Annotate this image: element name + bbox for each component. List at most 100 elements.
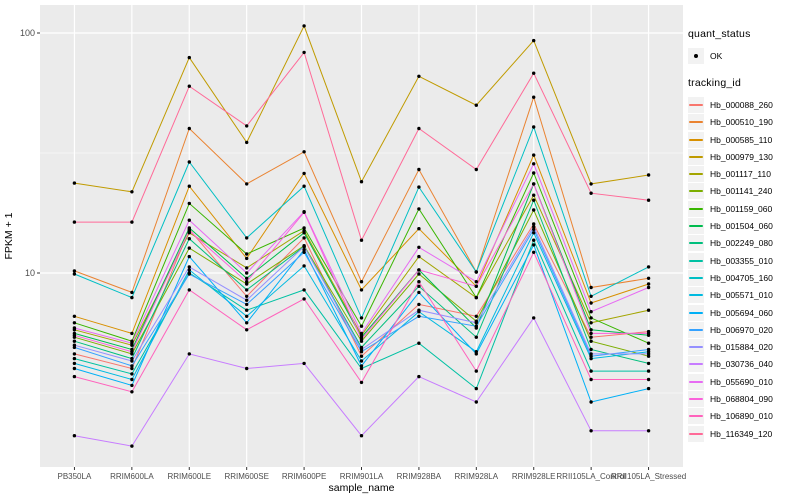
data-point (474, 335, 478, 339)
legend-item-label: Hb_000585_110 (710, 134, 773, 145)
data-point (302, 24, 306, 28)
legend-item: Hb_068804_090 (688, 390, 800, 407)
data-point (589, 285, 593, 290)
data-point (589, 182, 593, 186)
data-point (589, 429, 593, 433)
data-point (646, 377, 651, 382)
data-point (417, 167, 421, 172)
data-point (245, 124, 249, 128)
legend-key-line-icon (689, 432, 703, 435)
legend-key (688, 218, 704, 235)
data-point (474, 295, 478, 300)
data-point (532, 153, 536, 157)
data-point (130, 364, 134, 368)
data-point (245, 308, 249, 312)
y-tick-label: 10 (25, 268, 35, 278)
legend-item: Hb_000510_190 (688, 114, 800, 131)
data-point (532, 182, 536, 186)
legend-item: Hb_030736_040 (688, 356, 800, 373)
data-point (245, 366, 249, 371)
data-point (359, 331, 364, 336)
data-point (187, 265, 191, 269)
legend-item: Hb_005571_010 (688, 287, 800, 304)
legend-item: Hb_116349_120 (688, 425, 800, 442)
data-point (359, 238, 364, 242)
data-point (302, 297, 306, 301)
data-point (359, 366, 364, 371)
data-point (532, 243, 536, 247)
legend-key (688, 321, 704, 338)
data-point (302, 236, 306, 240)
data-point (646, 361, 651, 366)
data-point (589, 321, 593, 325)
data-point (532, 38, 536, 43)
data-point (302, 361, 306, 366)
legend-item-label: Hb_001117_110 (710, 169, 771, 180)
data-point (589, 191, 593, 195)
legend-item: Hb_000979_130 (688, 148, 800, 165)
x-tick-label: RRII105LA_Stressed (611, 472, 686, 481)
legend-key-line-icon (689, 207, 703, 210)
data-point (589, 347, 593, 352)
data-point (187, 126, 191, 131)
data-point (245, 236, 249, 240)
x-tick-label: RRIM928LA (455, 472, 499, 481)
data-point (187, 55, 191, 60)
legend-item-label: Hb_003355_010 (710, 255, 773, 266)
y-tick-label: 100 (20, 28, 35, 38)
data-point (359, 354, 364, 358)
data-point (417, 74, 421, 79)
data-point (589, 310, 593, 314)
data-point (130, 295, 134, 300)
data-point (72, 339, 77, 343)
legend-item-label: Hb_030736_040 (710, 359, 773, 370)
data-point (417, 185, 421, 189)
legend-key (688, 373, 704, 390)
data-point (417, 268, 421, 272)
legend-key (688, 425, 704, 442)
legend-key (688, 148, 704, 165)
data-point (72, 343, 77, 347)
data-point (417, 374, 421, 379)
data-point (646, 285, 651, 290)
data-point (589, 400, 593, 404)
data-point (302, 171, 306, 176)
data-point (589, 328, 593, 332)
data-point (302, 184, 306, 188)
legend-key (688, 356, 704, 373)
data-point (302, 231, 306, 235)
legend-item-label: Hb_015884_020 (710, 342, 773, 353)
data-point (532, 222, 536, 226)
data-point (474, 369, 478, 373)
data-point (417, 280, 421, 284)
data-point (302, 150, 306, 154)
legend-item: Hb_001159_060 (688, 200, 800, 217)
legend-title-tracking-id: tracking_id (688, 77, 741, 90)
data-point (245, 294, 249, 298)
data-point (589, 339, 593, 343)
data-point (474, 280, 478, 284)
legend-key-line-icon (689, 311, 703, 314)
y-axis-title: FPKM + 1 (3, 212, 15, 259)
legend-item-label: Hb_002249_080 (710, 238, 773, 249)
data-point (417, 284, 421, 288)
legend-item-label: Hb_116349_120 (710, 428, 773, 439)
legend-key (688, 287, 704, 304)
data-point (72, 321, 77, 325)
legend-tracking-id-items: Hb_000088_260 Hb_000510_190 Hb_000585_110 H… (688, 96, 800, 442)
data-point (187, 201, 191, 206)
legend-key-line-icon (689, 138, 703, 141)
legend-item: Hb_002249_080 (688, 235, 800, 252)
data-point (417, 341, 421, 345)
legend-key-line-icon (689, 363, 703, 366)
data-point (130, 331, 134, 336)
data-point (646, 331, 651, 336)
legend-key-line-icon (689, 103, 703, 106)
legend-item: Hb_001117_110 (688, 165, 800, 183)
data-point (302, 210, 306, 214)
data-point (72, 366, 77, 371)
x-tick-label: RRII105LA_Control (556, 472, 626, 481)
data-point (589, 301, 593, 305)
legend-item-label: Hb_006970_020 (710, 324, 773, 335)
legend-key (688, 47, 704, 64)
